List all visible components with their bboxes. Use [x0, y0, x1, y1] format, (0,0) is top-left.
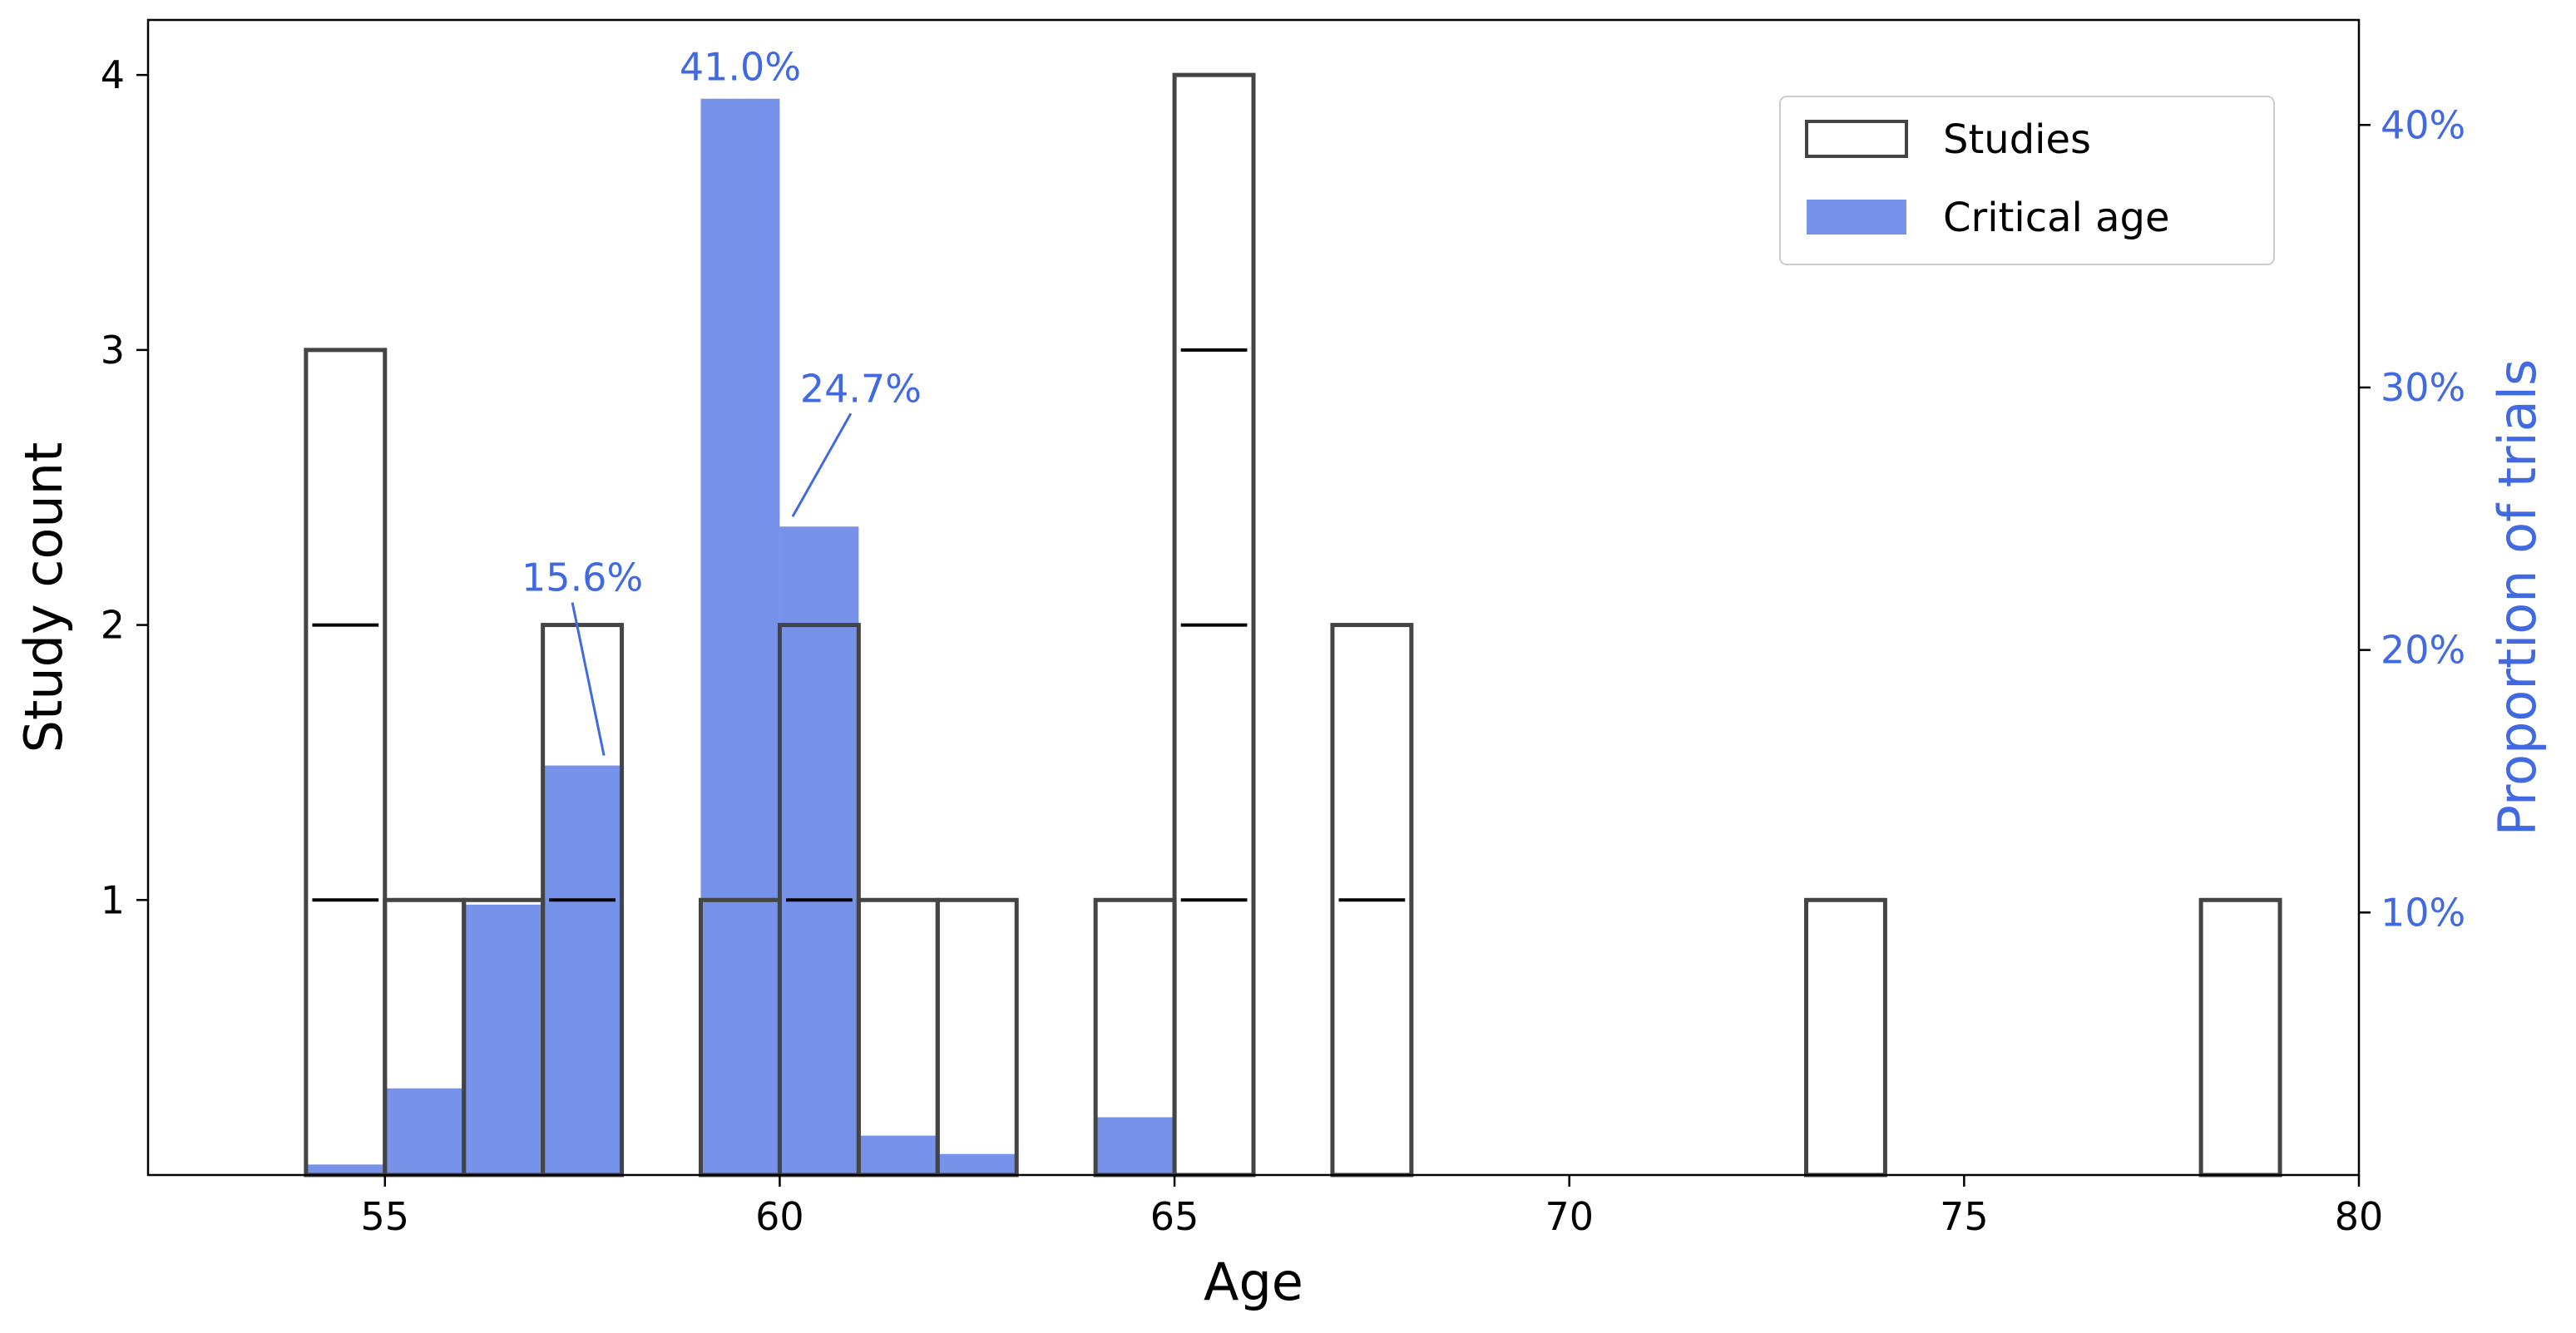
y-left-tick-label-4: 4 — [101, 52, 125, 97]
studies-bar-73 — [1804, 897, 1887, 1177]
annotation-leader-60 — [791, 412, 853, 518]
x-axis-label: Age — [1204, 1252, 1303, 1312]
legend-label-studies: Studies — [1943, 116, 2091, 163]
annotations-layer: 41.0% 24.7% 15.6% — [522, 45, 922, 756]
legend: Studies Critical age — [1779, 96, 2275, 265]
x-tick-label-70: 70 — [1545, 1194, 1594, 1239]
legend-swatch-studies — [1805, 120, 1908, 158]
x-tick-label-75: 75 — [1940, 1194, 1989, 1239]
critical-age-bar-60 — [779, 526, 859, 1175]
critical-age-bar-55 — [384, 1088, 464, 1175]
studies-bar-62 — [935, 897, 1019, 1177]
y-left-tick-label-2: 2 — [101, 603, 125, 648]
x-tick-label-60: 60 — [755, 1194, 804, 1239]
annotation-label-60: 24.7% — [800, 366, 922, 411]
critical-age-bar-57 — [542, 765, 622, 1175]
y-axis-left-label: Study count — [13, 442, 74, 753]
legend-label-critical-age: Critical age — [1943, 195, 2170, 241]
y-right-tick-label-2: 30% — [2381, 365, 2465, 410]
x-tick-label-55: 55 — [361, 1194, 410, 1239]
plot-frame — [146, 18, 2361, 1177]
x-tick-label-65: 65 — [1150, 1194, 1199, 1239]
studies-bar-78 — [2198, 897, 2282, 1177]
y-right-tick-label-0: 10% — [2381, 890, 2465, 935]
stack-lines-layer — [312, 348, 1406, 902]
critical-age-bar-61 — [858, 1135, 938, 1175]
studies-bar-54 — [304, 348, 388, 1177]
annotation-label-59: 41.0% — [680, 45, 801, 90]
critical-age-bar-56 — [463, 904, 543, 1175]
legend-swatch-critical-age — [1807, 200, 1906, 235]
y-axis-right-label: Proportion of trials — [2487, 359, 2548, 837]
critical-age-bar-54 — [305, 1164, 385, 1175]
critical-age-bar-64 — [1095, 1117, 1175, 1175]
annotation-leader-57 — [571, 602, 606, 756]
axes-layer: 55 60 65 70 75 80 1 2 3 4 10% 20% 30% 40% — [101, 52, 2466, 1239]
critical-age-bar-62 — [937, 1153, 1017, 1175]
y-right-tick-label-1: 20% — [2381, 628, 2465, 673]
y-left-tick-label-1: 1 — [101, 877, 125, 922]
y-right-tick-label-3: 40% — [2381, 102, 2465, 147]
annotation-label-57: 15.6% — [522, 555, 643, 600]
studies-bar-61 — [856, 897, 940, 1177]
y-left-tick-label-3: 3 — [101, 328, 125, 373]
critical-age-bar-59 — [700, 98, 780, 1175]
x-tick-label-80: 80 — [2335, 1194, 2384, 1239]
